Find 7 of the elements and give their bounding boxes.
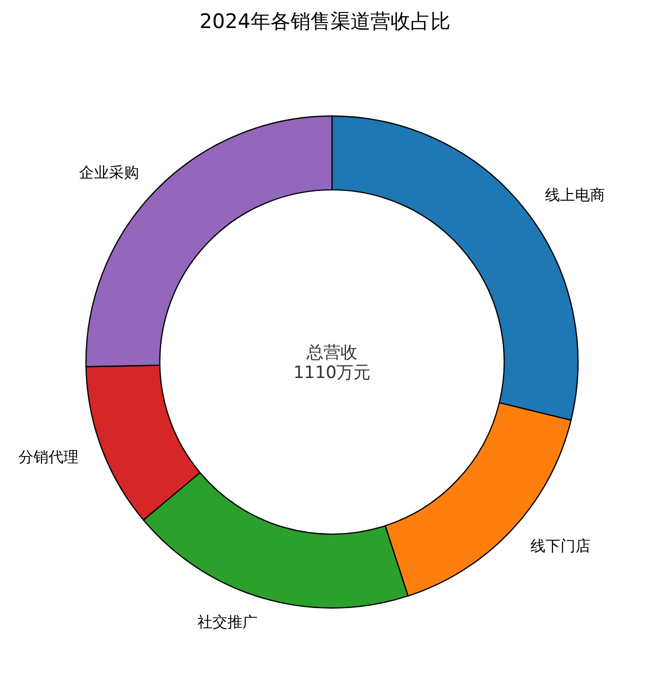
slice-label: 社交推广 xyxy=(197,613,258,632)
slice-label: 线上电商 xyxy=(544,186,605,204)
slice-label: 分销代理 xyxy=(18,448,79,466)
text: 总营收 1110万元 xyxy=(293,343,371,383)
slice-label: 企业采购 xyxy=(78,163,139,182)
slice-label: 线下门店 xyxy=(530,536,590,555)
chart-title: 2024年各销售渠道营收占比 xyxy=(200,9,450,33)
